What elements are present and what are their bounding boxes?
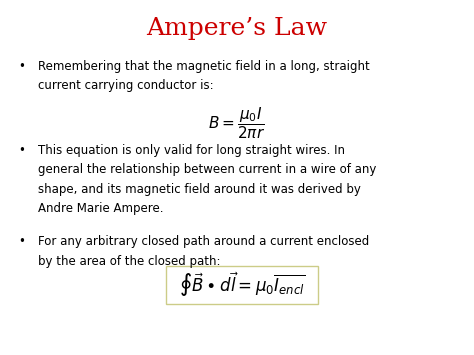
Text: This equation is only valid for long straight wires. In: This equation is only valid for long str… (38, 144, 345, 157)
Text: •: • (18, 144, 25, 157)
Text: Remembering that the magnetic field in a long, straight: Remembering that the magnetic field in a… (38, 60, 370, 73)
Text: Andre Marie Ampere.: Andre Marie Ampere. (38, 202, 164, 215)
Text: shape, and its magnetic field around it was derived by: shape, and its magnetic field around it … (38, 183, 361, 196)
Text: by the area of the closed path:: by the area of the closed path: (38, 255, 220, 268)
Text: general the relationship between current in a wire of any: general the relationship between current… (38, 163, 376, 176)
FancyBboxPatch shape (166, 266, 318, 304)
Text: •: • (18, 60, 25, 73)
Text: $\oint \vec{B} \bullet d\vec{l} = \mu_0 \overline{I_{encl}}$: $\oint \vec{B} \bullet d\vec{l} = \mu_0 … (179, 271, 305, 300)
Text: $B = \dfrac{\mu_0 I}{2\pi r}$: $B = \dfrac{\mu_0 I}{2\pi r}$ (209, 105, 265, 141)
Text: •: • (18, 235, 25, 248)
Text: Ampere’s Law: Ampere’s Law (146, 17, 328, 40)
Text: current carrying conductor is:: current carrying conductor is: (38, 80, 214, 93)
Text: For any arbitrary closed path around a current enclosed: For any arbitrary closed path around a c… (38, 235, 369, 248)
